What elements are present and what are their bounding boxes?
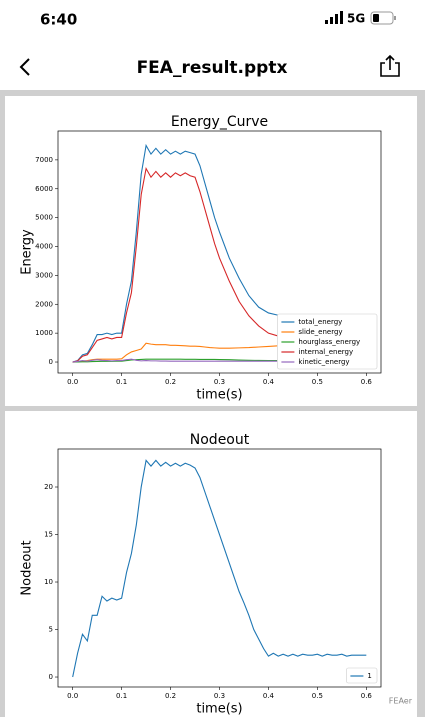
y-tick-label: 10	[44, 578, 53, 586]
y-tick-label: 7000	[35, 156, 53, 164]
y-tick-label: 1000	[35, 329, 53, 337]
x-tick-label: 0.4	[263, 692, 275, 700]
status-time: 6:40	[40, 11, 77, 29]
x-tick-label: 0.0	[67, 692, 78, 700]
plot-frame	[57, 448, 382, 688]
signal-icon	[325, 11, 343, 24]
header-title: FEA_result.pptx	[137, 58, 288, 78]
status-network: 5G	[347, 12, 365, 26]
legend-label: internal_energy	[298, 348, 353, 356]
x-tick-label: 0.6	[361, 378, 373, 386]
legend-label: kinetic_energy	[298, 358, 349, 366]
y-tick-label: 20	[44, 483, 53, 491]
chart-title: Nodeout	[190, 432, 250, 448]
legend-label: hourglass_energy	[298, 338, 360, 346]
x-tick-label: 0.1	[116, 692, 127, 700]
legend-label: slide_energy	[298, 328, 342, 336]
x-tick-label: 0.4	[263, 378, 275, 386]
x-tick-label: 0.3	[214, 692, 225, 700]
x-tick-label: 0.3	[214, 378, 225, 386]
y-axis-label: Energy	[20, 229, 35, 275]
back-button[interactable]	[19, 58, 30, 76]
y-tick-label: 15	[44, 531, 53, 539]
legend-label: 1	[367, 672, 371, 680]
share-button[interactable]	[380, 54, 400, 77]
battery-icon	[370, 11, 396, 25]
y-tick-label: 3000	[35, 271, 53, 279]
y-axis-label: Nodeout	[20, 540, 35, 595]
slide[interactable]	[5, 411, 417, 717]
y-tick-label: 0	[49, 673, 53, 681]
y-tick-label: 5000	[35, 214, 53, 222]
plot-frame	[57, 130, 382, 374]
y-tick-label: 5	[49, 626, 53, 634]
x-axis-label: time(s)	[196, 702, 242, 717]
x-tick-label: 0.0	[67, 378, 78, 386]
chart-title: Energy_Curve	[171, 114, 268, 130]
legend-label: total_energy	[298, 318, 342, 326]
x-tick-label: 0.5	[312, 378, 323, 386]
x-tick-label: 0.6	[361, 692, 373, 700]
series-line	[72, 459, 367, 678]
y-tick-label: 0	[49, 358, 53, 366]
x-axis-label: time(s)	[196, 388, 242, 403]
y-tick-label: 4000	[35, 243, 53, 251]
x-tick-label: 0.2	[165, 378, 176, 386]
y-tick-label: 6000	[35, 185, 53, 193]
x-tick-label: 0.5	[312, 692, 323, 700]
x-tick-label: 0.2	[165, 692, 176, 700]
y-tick-label: 2000	[35, 300, 53, 308]
watermark: FEAer	[389, 697, 413, 706]
legend-box	[277, 313, 378, 370]
x-tick-label: 0.1	[116, 378, 127, 386]
